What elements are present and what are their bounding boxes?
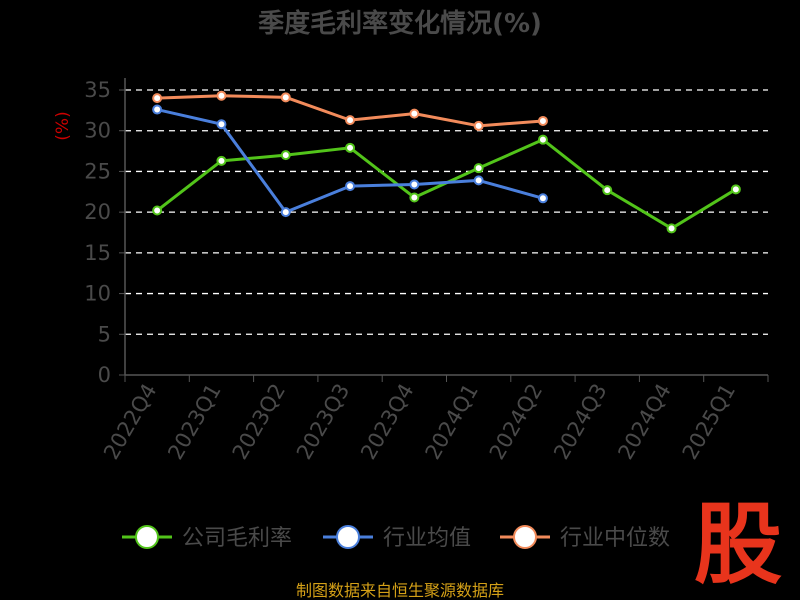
legend-item[interactable]: 行业均值 <box>323 525 471 551</box>
y-tick-label: 25 <box>84 159 111 183</box>
data-point <box>216 119 227 130</box>
x-tick-label: 2023Q3 <box>292 380 354 464</box>
x-tick-label: 2023Q2 <box>228 380 290 464</box>
legend-marker <box>336 525 360 549</box>
series-2 <box>152 104 548 218</box>
data-point <box>280 92 291 103</box>
x-tick-label: 2025Q1 <box>678 380 740 464</box>
legend-label: 行业均值 <box>383 526 471 551</box>
x-tick-label: 2024Q3 <box>549 380 611 464</box>
y-tick-label: 15 <box>84 241 111 265</box>
y-tick-label: 5 <box>98 322 111 346</box>
data-point <box>602 185 613 196</box>
x-tick-label: 2022Q4 <box>99 380 161 464</box>
data-point <box>152 205 163 216</box>
data-point <box>345 181 356 192</box>
chart-title: 季度毛利率变化情况(%) <box>258 8 542 39</box>
data-point <box>537 134 548 145</box>
legend-label: 公司毛利率 <box>182 526 292 551</box>
axes <box>124 78 769 382</box>
source-note: 制图数据来自恒生聚源数据库 <box>296 581 504 600</box>
logo-mark: 股 <box>694 493 782 596</box>
data-point <box>345 115 356 126</box>
data-point <box>537 193 548 204</box>
legend-item[interactable]: 公司毛利率 <box>122 525 292 551</box>
data-point <box>473 120 484 131</box>
data-point <box>280 150 291 161</box>
data-point <box>216 155 227 166</box>
x-tick-label: 2023Q4 <box>356 380 418 464</box>
legend-item[interactable]: 行业中位数 <box>500 525 670 551</box>
data-point <box>409 192 420 203</box>
series-3 <box>152 90 548 131</box>
x-tick-label: 2024Q2 <box>485 380 547 464</box>
x-tick-label: 2024Q1 <box>421 380 483 464</box>
y-tick-label: 30 <box>84 119 111 143</box>
x-tick-label: 2024Q4 <box>613 380 675 464</box>
y-axis-label: (%) <box>53 111 73 140</box>
legend-marker <box>135 525 159 549</box>
y-tick-label: 0 <box>98 363 111 387</box>
data-point <box>473 175 484 186</box>
grid-lines <box>119 89 768 376</box>
data-point <box>409 179 420 190</box>
y-tick-label: 35 <box>84 78 111 102</box>
series-lines <box>152 90 741 234</box>
legend-label: 行业中位数 <box>560 526 670 551</box>
y-tick-label: 10 <box>84 282 111 306</box>
data-point <box>345 142 356 153</box>
legend-marker <box>513 525 537 549</box>
x-tick-label: 2023Q1 <box>163 380 225 464</box>
data-point <box>473 163 484 174</box>
y-tick-label: 20 <box>84 200 111 224</box>
data-point <box>537 115 548 126</box>
data-point <box>730 184 741 195</box>
data-point <box>152 104 163 115</box>
data-point <box>666 223 677 234</box>
data-point <box>280 207 291 218</box>
x-tick-labels: 2022Q4 2023Q1 2023Q2 2023Q3 2023Q4 2024Q1 2024… <box>99 380 740 464</box>
y-tick-labels: 0 5 10 15 20 25 30 35 <box>84 78 111 387</box>
data-point <box>409 108 420 119</box>
data-point <box>216 90 227 101</box>
legend[interactable]: 公司毛利率 行业均值 行业中位数 <box>122 525 670 551</box>
data-point <box>152 93 163 104</box>
